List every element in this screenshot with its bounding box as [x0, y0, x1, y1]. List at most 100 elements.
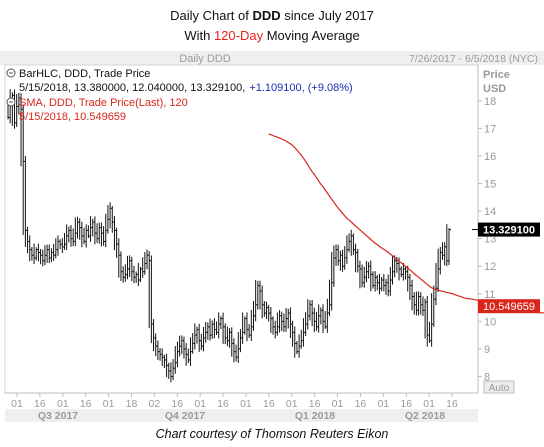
price-bar: [324, 311, 328, 329]
price-bar: [339, 250, 343, 271]
price-bar: [250, 309, 254, 342]
price-bar: [168, 362, 171, 380]
last-price-value: 13.329100: [483, 225, 535, 237]
price-bar: [294, 326, 297, 358]
price-bar: [413, 292, 417, 315]
price-bar: [296, 341, 299, 355]
price-bar: [372, 271, 375, 289]
price-bar: [374, 271, 378, 292]
price-bar: [48, 244, 52, 264]
price-bar: [422, 296, 425, 317]
price-bar: [320, 307, 323, 325]
price-bar: [66, 224, 69, 251]
x-tick-label: 16: [446, 398, 458, 410]
price-bar: [63, 233, 67, 250]
quarter-strip: [5, 409, 478, 422]
price-bar: [35, 247, 39, 261]
price-bar: [337, 244, 341, 266]
price-bar: [348, 233, 352, 253]
price-bar: [29, 235, 32, 262]
price-bar: [402, 262, 406, 281]
price-bar: [370, 260, 373, 292]
x-tick-label: 01: [332, 398, 344, 410]
auto-scale-button[interactable]: [483, 380, 515, 394]
price-bar: [96, 223, 100, 243]
price-bar: [79, 218, 82, 240]
price-bar: [122, 266, 126, 283]
price-bar: [229, 328, 232, 348]
auto-scale-label: Auto: [489, 383, 510, 394]
price-bar: [74, 217, 78, 247]
price-bar: [326, 298, 330, 333]
price-bar: [231, 327, 234, 357]
price-bar: [126, 255, 130, 280]
price-bar: [405, 266, 408, 280]
x-tick-label: 01: [286, 398, 298, 410]
legend-sma-entry[interactable]: SMA, DDD, Trade Price(Last), 120 5/15/20…: [6, 97, 188, 123]
price-bar: [242, 312, 245, 344]
price-bar: [392, 256, 395, 285]
price-bar: [281, 311, 284, 332]
price-bar: [261, 285, 265, 319]
price-bar: [70, 224, 73, 247]
price-bar: [148, 251, 152, 329]
sma-value: 10.549659: [483, 301, 535, 313]
y-tick-label: 9: [484, 344, 490, 356]
x-tick-label: 01: [194, 398, 206, 410]
price-bar: [20, 93, 24, 167]
price-bar: [385, 278, 388, 295]
price-bar: [161, 348, 165, 366]
price-bar: [153, 319, 156, 352]
x-tick-label: 01: [57, 398, 69, 410]
price-bar: [342, 249, 345, 272]
price-bar: [237, 332, 241, 363]
price-bar: [150, 255, 154, 344]
x-tick-label: 01: [240, 398, 252, 410]
price-bar: [331, 252, 334, 311]
price-bar: [433, 285, 436, 327]
price-bar: [174, 346, 178, 374]
chart-header-bar: [0, 51, 544, 65]
price-bar: [172, 359, 176, 381]
price-bar: [309, 300, 312, 321]
chart-title-line-2: With 120-Day Moving Average: [184, 28, 360, 43]
chart-title-line-1: Daily Chart of DDD since July 2017: [170, 8, 374, 23]
x-axis-ticks: 01 16 01 16 01 18 02 16 01 16 01 16 01 16 01 16 01 16 01 16: [11, 393, 458, 410]
price-bar: [224, 323, 228, 345]
price-axis-title: Price: [483, 69, 510, 81]
price-bar: [85, 224, 89, 248]
price-bar: [133, 265, 136, 284]
price-bar: [181, 335, 184, 355]
price-bar: [18, 92, 21, 115]
price-bar: [318, 304, 321, 333]
price-bar: [415, 291, 419, 316]
price-bar: [383, 274, 386, 292]
price-bar: [42, 249, 45, 267]
price-bar: [113, 215, 117, 251]
quarter-labels: Q3 2017 Q4 2017 Q1 2018 Q2 2018: [38, 410, 445, 422]
price-bar: [109, 202, 113, 229]
y-tick-label: 14: [484, 206, 496, 218]
price-bar: [57, 235, 60, 256]
price-bar: [218, 312, 221, 339]
y-tick-label: 18: [484, 96, 496, 108]
price-bar: [307, 299, 310, 330]
price-bar: [144, 252, 147, 275]
y-tick-label: 10: [484, 316, 496, 328]
price-bar: [435, 263, 438, 306]
price-bar: [389, 266, 393, 296]
ticker-symbol: DDD: [252, 8, 281, 23]
sma-value-badge: 10.549659: [478, 299, 540, 314]
x-tick-label: 02: [149, 398, 161, 410]
chart-header-label: Daily DDD: [179, 53, 230, 65]
price-bar: [446, 224, 449, 267]
price-bar: [387, 274, 391, 297]
price-bar: [344, 246, 347, 270]
price-bar: [394, 255, 397, 278]
price-bar: [196, 326, 199, 344]
legend-bar-entry[interactable]: BarHLC, DDD, Trade Price 5/15/2018, 13.3…: [6, 68, 353, 94]
price-bar: [105, 213, 108, 248]
price-bar: [279, 310, 282, 333]
price-bar: [50, 248, 54, 263]
